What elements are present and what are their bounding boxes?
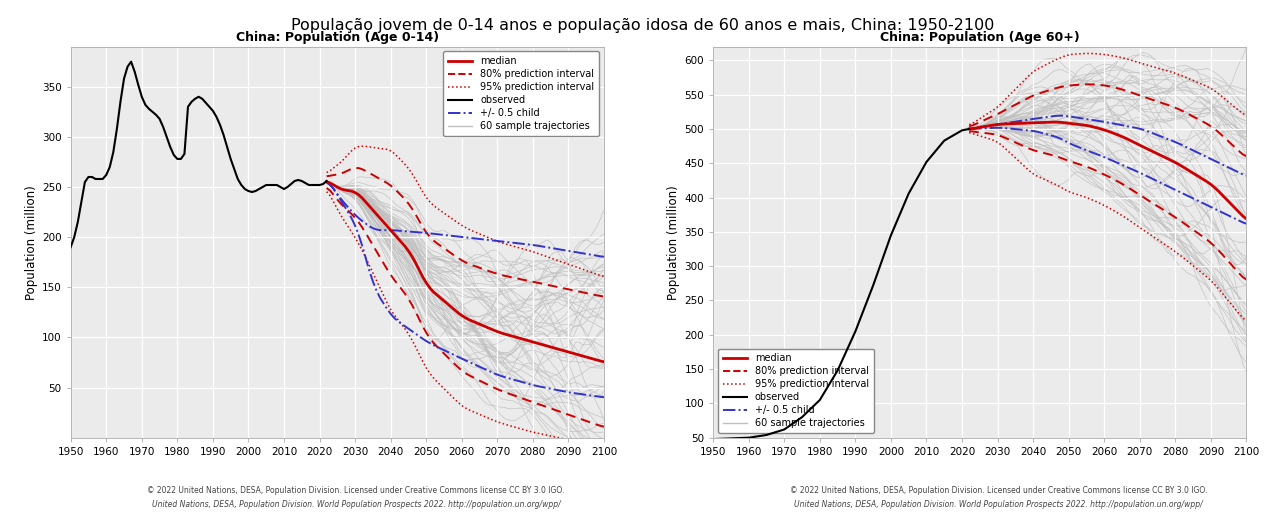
Title: China: Population (Age 0-14): China: Population (Age 0-14) bbox=[235, 31, 439, 44]
Text: United Nations, DESA, Population Division. World Population Prospects 2022. http: United Nations, DESA, Population Divisio… bbox=[152, 500, 560, 509]
Text: © 2022 United Nations, DESA, Population Division. Licensed under Creative Common: © 2022 United Nations, DESA, Population … bbox=[148, 486, 564, 495]
Y-axis label: Population (million): Population (million) bbox=[24, 185, 37, 299]
Legend: median, 80% prediction interval, 95% prediction interval, observed, +/- 0.5 chil: median, 80% prediction interval, 95% pre… bbox=[718, 349, 874, 433]
Text: População jovem de 0-14 anos e população idosa de 60 anos e mais, China: 1950-21: População jovem de 0-14 anos e população… bbox=[290, 18, 995, 33]
Y-axis label: Population (million): Population (million) bbox=[667, 185, 680, 299]
Text: © 2022 United Nations, DESA, Population Division. Licensed under Creative Common: © 2022 United Nations, DESA, Population … bbox=[790, 486, 1207, 495]
Legend: median, 80% prediction interval, 95% prediction interval, observed, +/- 0.5 chil: median, 80% prediction interval, 95% pre… bbox=[443, 51, 599, 136]
Title: China: Population (Age 60+): China: Population (Age 60+) bbox=[880, 31, 1079, 44]
Text: United Nations, DESA, Population Division. World Population Prospects 2022. http: United Nations, DESA, Population Divisio… bbox=[794, 500, 1203, 509]
